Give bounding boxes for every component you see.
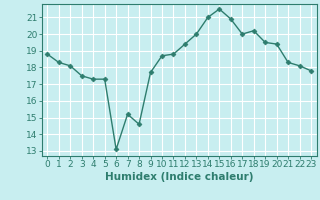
X-axis label: Humidex (Indice chaleur): Humidex (Indice chaleur) <box>105 172 253 182</box>
